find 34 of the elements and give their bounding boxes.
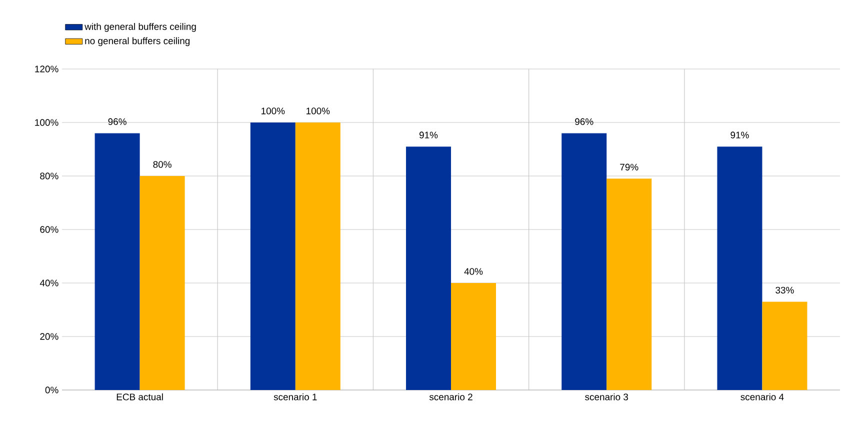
bar [250,122,296,390]
x-tick-label: scenario 2 [429,393,472,400]
data-label: 33% [776,286,794,294]
x-tick-label: ECB actual [116,393,163,400]
x-tick-label: scenario 1 [274,393,317,400]
bar [406,146,452,390]
data-label: 100% [306,108,330,114]
bar [762,302,808,390]
legend-label: no general buffers ceiling [85,37,190,46]
bar [295,122,340,390]
data-label: 79% [620,164,638,170]
data-label: 91% [730,132,749,138]
legend-label: with general buffers ceiling [84,23,196,32]
y-tick-label: 0% [45,386,58,394]
bar [94,133,140,390]
y-tick-label: 80% [40,172,58,180]
data-label: 80% [153,161,172,168]
data-label: 96% [108,118,126,125]
data-label: 100% [262,108,285,114]
data-label: 40% [464,268,483,275]
data-label: 96% [575,118,594,125]
y-tick-label: 60% [40,226,58,233]
bar [717,146,762,390]
y-tick-label: 120% [35,66,58,72]
y-tick-label: 40% [40,280,58,286]
y-tick-label: 100% [35,119,58,126]
x-tick-label: scenario 3 [585,393,628,400]
bar [562,133,607,390]
bar [606,178,652,390]
y-tick-label: 20% [40,333,58,340]
x-tick-label: scenario 4 [740,393,784,400]
bar [140,176,185,390]
data-label: 91% [419,132,438,138]
bar [451,282,496,390]
